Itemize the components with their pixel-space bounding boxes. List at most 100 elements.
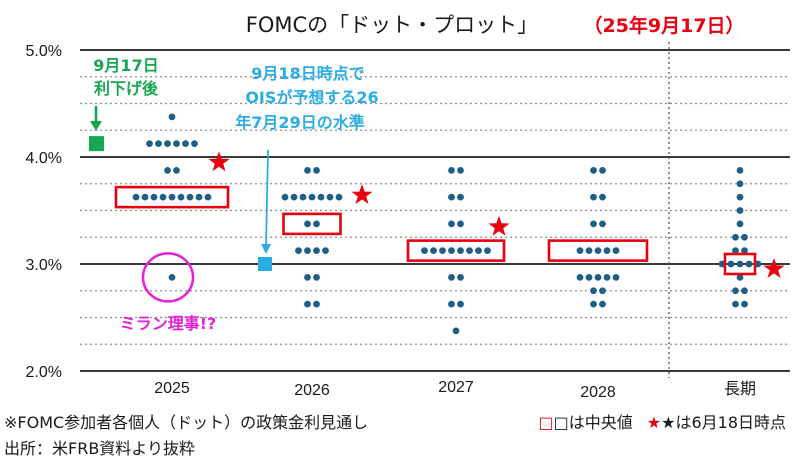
dot-2027: [484, 247, 491, 255]
footnote-text: ※FOMC参加者各個人（ドット）の政策金利見通し: [4, 413, 368, 432]
x-tick-label: 長期: [724, 380, 756, 398]
dot-2028: [590, 287, 597, 295]
dot-2028: [599, 220, 606, 228]
dot-2028: [612, 247, 620, 255]
dot-長期: [732, 300, 739, 308]
dot-2028: [594, 273, 602, 281]
dot-2027: [457, 220, 464, 228]
dot-長期: [736, 207, 744, 214]
dot-2025: [150, 193, 158, 201]
miran-circle: [141, 252, 195, 303]
dot-2026: [326, 193, 334, 201]
dot-2027: [457, 166, 464, 174]
dot-2026: [304, 247, 311, 255]
dot-2027: [448, 273, 455, 281]
dot-2026: [295, 247, 302, 255]
dot-2026: [317, 193, 325, 201]
dot-長期: [741, 300, 748, 308]
dot-長期: [732, 287, 739, 295]
ois-label: OISが予想する26: [245, 88, 378, 107]
median-boxes: [114, 185, 757, 276]
dot-2028: [590, 220, 597, 228]
dot-2028: [576, 247, 584, 255]
june-star-2026: [351, 184, 373, 204]
dot-2025: [168, 273, 176, 281]
chart-title: FOMCの「ドット・プロット」: [246, 13, 538, 37]
dot-2028: [599, 166, 606, 174]
y-tick-label: 3.0%: [26, 257, 62, 274]
ois-marker: [258, 257, 272, 271]
dot-2025: [177, 193, 185, 201]
dot-2027: [448, 193, 455, 201]
dot-2025: [164, 140, 171, 148]
median-box-長期: [723, 252, 757, 276]
post-cut-label: 利下げ後: [94, 79, 159, 98]
dot-長期: [736, 180, 744, 188]
ois-label: 9月18日時点で: [251, 64, 364, 83]
dot-長期: [732, 233, 739, 241]
dot-2026: [335, 193, 343, 201]
june-star-2027: [488, 215, 510, 236]
dot-2025: [159, 193, 167, 201]
dot-2025: [146, 140, 153, 148]
dot-長期: [727, 260, 735, 268]
dot-長期: [741, 287, 748, 295]
dot-2026: [304, 273, 311, 281]
dot-2027: [439, 247, 446, 255]
dot-2028: [594, 247, 602, 255]
dot-2027: [448, 300, 455, 308]
dot-2027: [466, 247, 473, 255]
june-star-長期: [763, 258, 785, 278]
dot-2028: [585, 273, 593, 281]
dot-2027: [430, 247, 437, 255]
dot-2027: [475, 247, 482, 255]
y-tick-label: 5.0%: [26, 43, 62, 60]
dot-2026: [304, 300, 311, 308]
dot-2027: [457, 273, 464, 281]
dot-2028: [590, 193, 597, 201]
dot-2027: [448, 166, 455, 174]
june-median-stars: [208, 151, 785, 278]
post-cut-arrowhead: [90, 121, 102, 131]
dot-長期: [736, 220, 744, 228]
miran-label: ミラン理事!?: [120, 314, 217, 333]
post-cut-marker: [89, 136, 104, 152]
dot-2026: [313, 273, 320, 281]
dot-2026: [290, 193, 298, 201]
dot-2025: [141, 193, 149, 201]
dot-2026: [299, 193, 307, 201]
ois-arrowhead: [261, 244, 271, 254]
dot-2028: [603, 273, 611, 281]
dot-2027: [448, 220, 455, 228]
dot-2026: [304, 220, 311, 228]
dot-2028: [590, 300, 597, 308]
dot-2025: [182, 140, 189, 148]
dot-長期: [741, 233, 748, 241]
chart-date: （25年9月17日）: [583, 14, 744, 37]
dot-2025: [168, 193, 176, 201]
dot-marks: [132, 113, 762, 335]
y-tick-label: 2.0%: [26, 364, 62, 381]
legend-star: ★★は6月18日時点: [647, 413, 786, 432]
dot-2025: [191, 140, 198, 148]
dot-2028: [599, 193, 606, 201]
dot-2028: [599, 287, 606, 295]
dot-2025: [195, 193, 203, 201]
dot-2026: [322, 247, 329, 255]
dot-2027: [457, 300, 464, 308]
june-star-2025: [208, 151, 230, 172]
post-cut-label: 9月17日: [93, 56, 158, 75]
dot-2025: [155, 140, 162, 148]
dot-長期: [736, 260, 744, 268]
dot-長期: [736, 166, 744, 174]
median-box-2028: [547, 239, 649, 262]
dot-2026: [313, 220, 320, 228]
legend-median: □□は中央値: [539, 413, 633, 432]
median-box-2026: [282, 212, 342, 236]
dot-2025: [173, 140, 180, 148]
x-tick-label: 2027: [438, 379, 474, 396]
dot-2025: [168, 113, 176, 121]
y-tick-label: 4.0%: [26, 150, 62, 167]
dot-2025: [173, 166, 180, 174]
